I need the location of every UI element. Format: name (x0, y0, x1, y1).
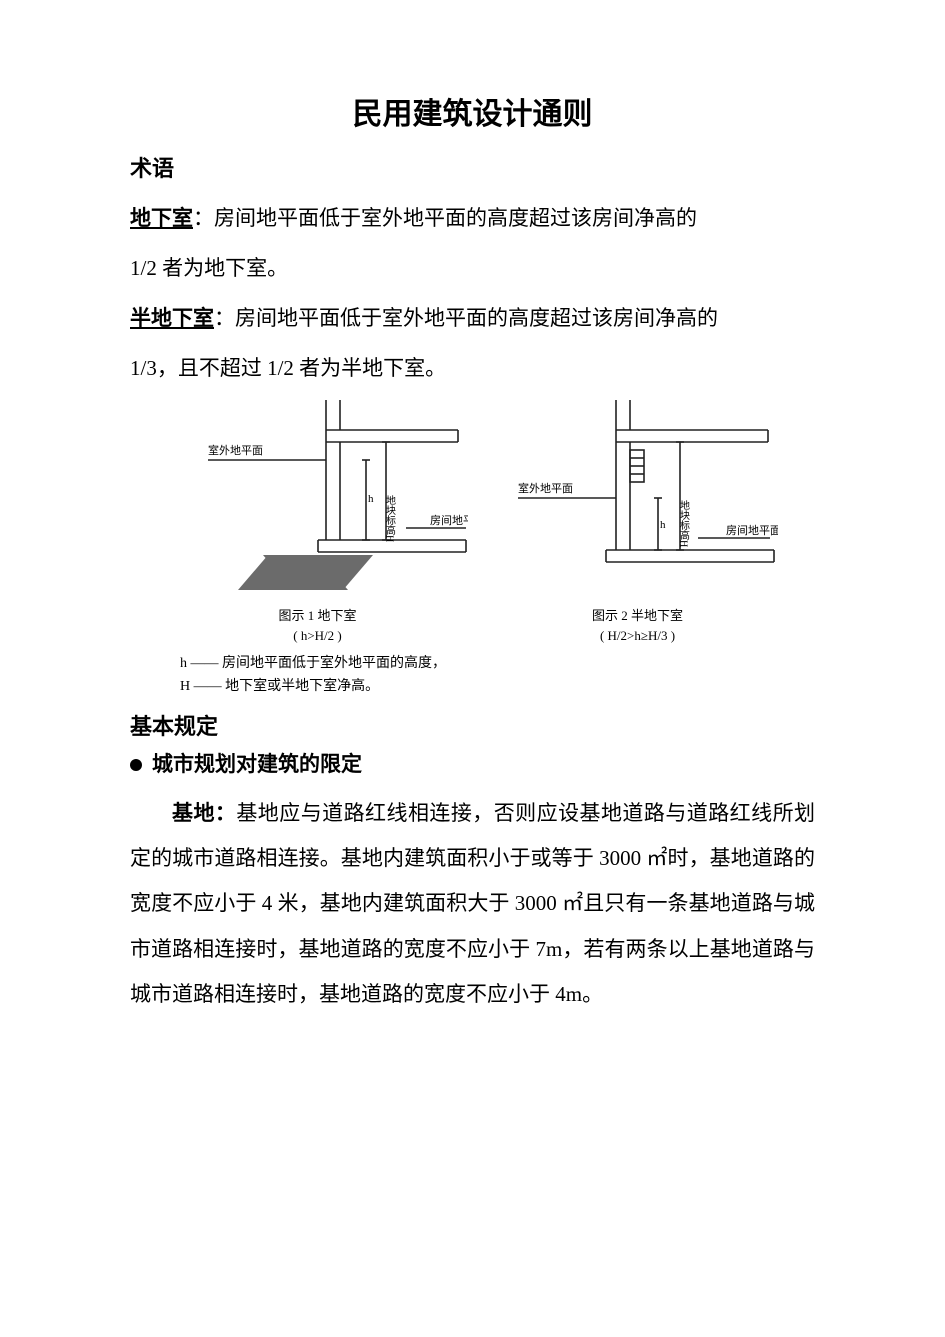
terms-heading: 术语 (130, 158, 815, 180)
fig1-caption: 图示 1 地下室 ( h>H/2 ) (168, 606, 468, 645)
fig2-caption-line2: ( H/2>h≥H/3 ) (498, 626, 778, 646)
legend-line2: H —— 地下室或半地下室净高。 (180, 676, 815, 698)
figure-1: 室外地平面 房间地平面 h 地块标高H 图示 1 地下室 ( h>H/2 ) (168, 400, 468, 645)
bullet-1-text: 城市规划对建筑的限定 (152, 754, 362, 775)
term1-def-b: 1/2 者为地下室。 (130, 246, 815, 290)
legend: h —— 房间地平面低于室外地平面的高度， H —— 地下室或半地下室净高。 (180, 653, 815, 698)
page-title: 民用建筑设计通则 (130, 100, 815, 130)
figure-1-svg: 室外地平面 房间地平面 h 地块标高H (168, 400, 468, 600)
fig1-label-H: 地块标高H (383, 494, 395, 542)
bullet-1: 城市规划对建筑的限定 (130, 754, 815, 775)
term2-name: 半地下室 (130, 306, 214, 330)
basic-heading: 基本规定 (130, 716, 815, 738)
figure-2: 室外地平面 房间地平面 h 地块标高H 图示 2 半地下室 ( H/2>h≥H/… (498, 400, 778, 645)
fig1-label-floor: 房间地平面 (430, 514, 468, 527)
bullet-icon (130, 759, 142, 771)
fig2-label-H: 地块标高H (677, 499, 689, 547)
site-paragraph: 基地：基地应与道路红线相连接，否则应设基地道路与道路红线所划定的城市道路相连接。… (130, 791, 815, 1017)
fig1-label-outdoor: 室外地平面 (208, 443, 263, 457)
term2-def-b: 1/3，且不超过 1/2 者为半地下室。 (130, 346, 815, 390)
fig1-caption-line2: ( h>H/2 ) (168, 626, 468, 646)
fig2-label-h: h (660, 519, 666, 531)
term2-paragraph: 半地下室：房间地平面低于室外地平面的高度超过该房间净高的 (130, 296, 815, 340)
fig2-label-outdoor: 室外地平面 (518, 481, 573, 495)
fig1-caption-line1: 图示 1 地下室 (168, 606, 468, 626)
legend-line1: h —— 房间地平面低于室外地平面的高度， (180, 653, 815, 675)
fig2-caption-line1: 图示 2 半地下室 (498, 606, 778, 626)
term1-name: 地下室 (130, 206, 193, 230)
site-lead: 基地： (172, 801, 236, 825)
fig2-label-floor: 房间地平面 (726, 524, 778, 537)
site-body: 基地应与道路红线相连接，否则应设基地道路与道路红线所划定的城市道路相连接。基地内… (130, 801, 815, 1006)
figures-row: 室外地平面 房间地平面 h 地块标高H 图示 1 地下室 ( h>H/2 ) (130, 400, 815, 645)
term2-def-a: ：房间地平面低于室外地平面的高度超过该房间净高的 (214, 306, 718, 330)
fig1-label-h: h (368, 493, 374, 505)
term1-paragraph: 地下室：房间地平面低于室外地平面的高度超过该房间净高的 (130, 196, 815, 240)
figure-2-svg: 室外地平面 房间地平面 h 地块标高H (498, 400, 778, 600)
fig2-caption: 图示 2 半地下室 ( H/2>h≥H/3 ) (498, 606, 778, 645)
term1-def-a: ：房间地平面低于室外地平面的高度超过该房间净高的 (193, 206, 697, 230)
